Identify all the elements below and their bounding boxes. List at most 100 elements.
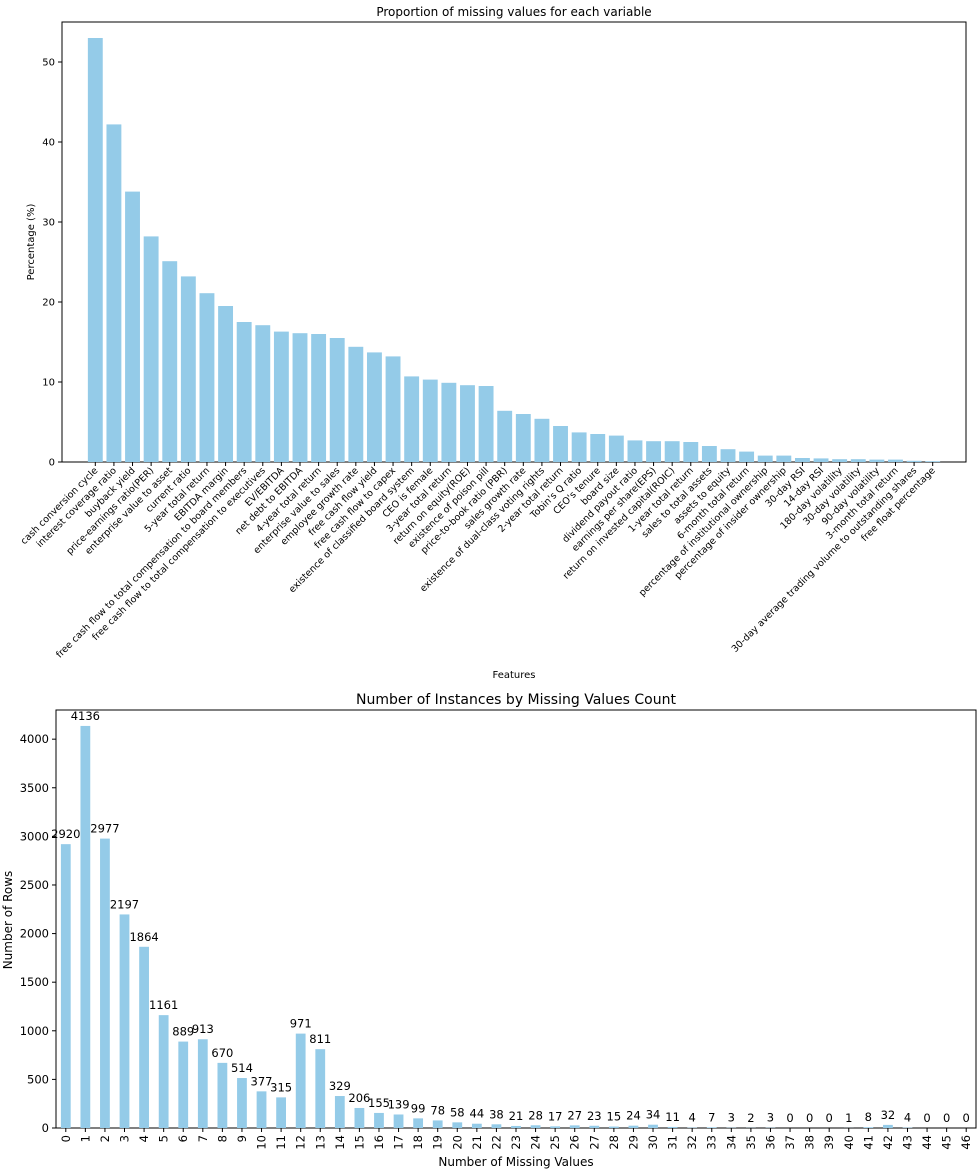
chart2-x-tick-label: 41: [861, 1135, 875, 1150]
chart2-data-label: 58: [450, 1105, 465, 1119]
chart2-x-tick-label: 2: [98, 1135, 112, 1142]
chart1-y-tick-label: 0: [49, 458, 55, 469]
chart1-y-tick-label: 10: [42, 378, 55, 389]
chart1-bar: [646, 441, 661, 462]
chart2-data-label: 0: [963, 1111, 970, 1125]
chart2-y-tick-label: 4000: [20, 732, 49, 746]
chart2-x-tick-label: 3: [118, 1135, 132, 1142]
chart1-bar: [665, 441, 680, 462]
chart1-bar: [200, 293, 215, 462]
rows-by-missing-count-chart: Number of Instances by Missing Values Co…: [1, 692, 976, 1169]
chart2-data-label: 21: [509, 1109, 524, 1123]
chart2-title: Number of Instances by Missing Values Co…: [356, 692, 676, 708]
chart2-bar: [511, 1126, 521, 1128]
chart2-data-labels: 2920413629772197186411618899136705143773…: [51, 709, 970, 1125]
chart2-data-label: 4: [689, 1111, 696, 1125]
chart2-y-tick-label: 3000: [20, 829, 49, 843]
chart2-data-label: 11: [665, 1110, 680, 1124]
chart2-data-label: 7: [708, 1110, 715, 1124]
chart1-bar: [441, 383, 456, 462]
chart1-bar: [181, 276, 196, 462]
chart2-y-tick-label: 500: [27, 1072, 49, 1086]
chart2-bar: [139, 947, 149, 1128]
chart1-bars: [88, 38, 940, 462]
chart2-data-label: 2977: [90, 822, 119, 836]
chart2-x-tick-label: 15: [352, 1135, 366, 1150]
chart1-bar: [162, 261, 177, 462]
chart2-x-tick-label: 19: [431, 1135, 445, 1150]
chart2-x-tick-label: 37: [783, 1135, 797, 1150]
chart2-bar: [120, 914, 130, 1128]
chart1-bar: [572, 432, 587, 462]
chart2-x-tick-label: 17: [392, 1135, 406, 1150]
chart2-x-tick-label: 5: [157, 1135, 171, 1142]
chart2-x-tick-label: 10: [255, 1135, 269, 1150]
chart2-x-tick-label: 11: [274, 1135, 288, 1150]
chart2-y-tick-label: 1000: [20, 1024, 49, 1038]
chart2-bar: [394, 1114, 404, 1128]
chart2-data-label: 1161: [149, 998, 178, 1012]
chart2-x-tick-label: 28: [607, 1135, 621, 1150]
chart2-data-label: 32: [881, 1108, 896, 1122]
chart2-x-tick-label: 24: [529, 1135, 543, 1150]
chart2-data-label: 27: [567, 1108, 582, 1122]
chart1-bar: [832, 459, 847, 462]
chart2-data-label: 2197: [110, 897, 139, 911]
chart2-x-tick-label: 9: [235, 1135, 249, 1142]
chart2-bar: [531, 1125, 541, 1128]
chart2-bar: [198, 1039, 208, 1128]
chart2-bars: [61, 726, 912, 1128]
chart2-x-tick-label: 46: [959, 1135, 973, 1150]
chart1-y-tick-label: 30: [42, 218, 55, 229]
chart2-x-tick-label: 45: [940, 1135, 954, 1150]
chart2-x-tick-label: 33: [705, 1135, 719, 1150]
chart2-data-label: 3: [767, 1111, 774, 1125]
chart1-y-tick-label: 50: [42, 58, 55, 69]
chart2-bar: [550, 1126, 560, 1128]
chart2-data-label: 0: [806, 1111, 813, 1125]
chart2-bar: [80, 726, 90, 1128]
chart2-x-tick-label: 29: [626, 1135, 640, 1150]
chart2-x-tick-label: 0: [59, 1135, 73, 1142]
chart2-data-label: 670: [211, 1046, 233, 1060]
chart1-x-axis-label: Features: [493, 670, 536, 681]
chart2-x-tick-label: 4: [137, 1135, 151, 1142]
chart1-bar: [497, 411, 512, 462]
chart2-x-tick-label: 34: [724, 1135, 738, 1150]
chart2-x-tick-label: 8: [215, 1135, 229, 1142]
chart1-bar: [609, 436, 624, 462]
chart2-data-label: 315: [270, 1080, 292, 1094]
chart2-x-tick-label: 32: [685, 1135, 699, 1150]
chart2-data-label: 99: [411, 1101, 426, 1115]
chart2-x-tick-label: 44: [920, 1135, 934, 1150]
chart1-bar: [739, 452, 754, 462]
chart2-x-tick-label: 40: [842, 1135, 856, 1150]
chart2-y-tick-label: 2500: [20, 878, 49, 892]
chart2-x-tick-label: 21: [470, 1135, 484, 1150]
chart2-data-label: 2: [747, 1111, 754, 1125]
chart2-bar: [570, 1125, 580, 1128]
chart2-data-label: 78: [430, 1103, 445, 1117]
chart1-bar: [255, 325, 270, 462]
chart2-bar: [589, 1126, 599, 1128]
chart2-x-tick-label: 22: [489, 1135, 503, 1150]
chart1-bar: [553, 426, 568, 462]
chart2-data-label: 28: [528, 1108, 543, 1122]
chart2-x-tick-label: 42: [881, 1135, 895, 1150]
chart1-bar: [460, 385, 475, 462]
chart2-x-tick-label: 26: [568, 1135, 582, 1150]
chart2-bar: [413, 1118, 423, 1128]
chart1-title: Proportion of missing values for each va…: [376, 5, 651, 19]
chart2-data-label: 514: [231, 1061, 253, 1075]
chart2-bar: [61, 844, 71, 1128]
chart2-data-label: 38: [489, 1107, 504, 1121]
chart1-y-tick-label: 40: [42, 138, 55, 149]
chart2-x-tick-label: 16: [372, 1135, 386, 1150]
chart1-y-tick-label: 20: [42, 298, 55, 309]
chart2-bar: [609, 1127, 619, 1128]
chart1-bar: [274, 332, 289, 462]
chart2-bar: [296, 1034, 306, 1128]
chart1-bar: [907, 461, 922, 462]
